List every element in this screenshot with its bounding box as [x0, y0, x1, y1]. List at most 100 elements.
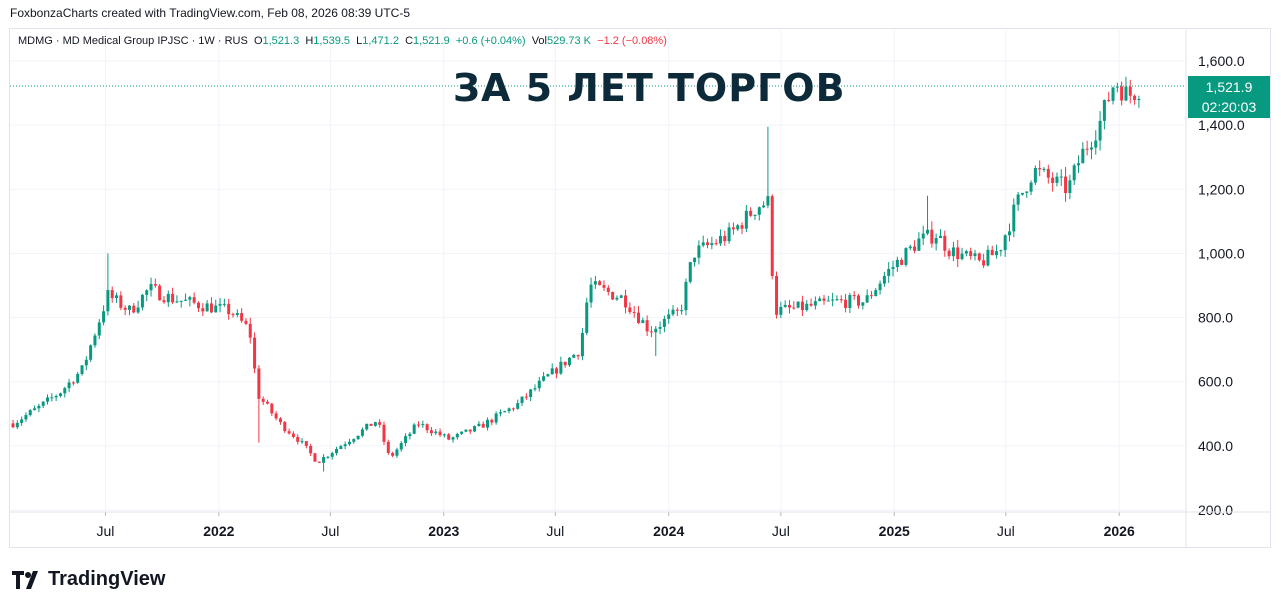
- candle[interactable]: [1064, 167, 1068, 202]
- candle[interactable]: [477, 421, 481, 427]
- candle[interactable]: [796, 301, 800, 309]
- candle[interactable]: [960, 247, 964, 261]
- candle[interactable]: [611, 291, 615, 301]
- candle[interactable]: [455, 432, 459, 440]
- candle[interactable]: [844, 293, 848, 313]
- candle[interactable]: [628, 302, 632, 315]
- candle[interactable]: [270, 402, 274, 417]
- candle[interactable]: [831, 292, 835, 307]
- candle[interactable]: [956, 239, 960, 267]
- candle[interactable]: [602, 280, 606, 291]
- candle[interactable]: [706, 238, 710, 249]
- candle[interactable]: [110, 286, 114, 303]
- candle[interactable]: [818, 296, 822, 302]
- candle[interactable]: [222, 298, 226, 307]
- candle[interactable]: [973, 249, 977, 261]
- candle[interactable]: [904, 247, 908, 267]
- candle[interactable]: [921, 225, 925, 245]
- candle[interactable]: [572, 353, 576, 359]
- candle[interactable]: [882, 271, 886, 287]
- tradingview-logo[interactable]: TradingView: [12, 568, 165, 591]
- candle[interactable]: [740, 222, 744, 235]
- candle[interactable]: [244, 318, 248, 326]
- candle[interactable]: [749, 207, 753, 217]
- candle[interactable]: [80, 365, 84, 376]
- candle[interactable]: [1068, 174, 1072, 200]
- candle[interactable]: [486, 417, 490, 431]
- candle[interactable]: [1042, 167, 1046, 173]
- candle[interactable]: [714, 239, 718, 246]
- candle[interactable]: [839, 295, 843, 303]
- candle[interactable]: [865, 289, 869, 304]
- candle[interactable]: [770, 194, 774, 280]
- candle[interactable]: [1089, 141, 1093, 160]
- candle[interactable]: [891, 260, 895, 277]
- candle[interactable]: [680, 304, 684, 315]
- candle[interactable]: [718, 229, 722, 246]
- candle[interactable]: [995, 244, 999, 259]
- candle[interactable]: [447, 432, 451, 441]
- candle[interactable]: [1133, 94, 1137, 105]
- candle[interactable]: [123, 305, 127, 316]
- candle[interactable]: [140, 293, 144, 311]
- candle[interactable]: [744, 204, 748, 233]
- candle[interactable]: [753, 214, 757, 221]
- candle[interactable]: [524, 393, 528, 400]
- candle[interactable]: [895, 256, 899, 272]
- candle[interactable]: [373, 421, 377, 427]
- candle[interactable]: [900, 257, 904, 266]
- candle[interactable]: [805, 300, 809, 312]
- symbol-legend[interactable]: MDMG · MD Medical Group IPJSC · 1W · RUS…: [18, 35, 667, 47]
- candle[interactable]: [179, 300, 183, 308]
- candle[interactable]: [50, 393, 54, 402]
- candle[interactable]: [404, 433, 408, 447]
- candle[interactable]: [567, 356, 571, 367]
- candle[interactable]: [93, 333, 97, 348]
- candle[interactable]: [930, 221, 934, 248]
- candle[interactable]: [317, 461, 321, 463]
- candle[interactable]: [969, 247, 973, 260]
- candle[interactable]: [227, 298, 231, 320]
- candle[interactable]: [158, 283, 162, 301]
- candle[interactable]: [1033, 165, 1037, 185]
- candle[interactable]: [766, 126, 770, 209]
- candle[interactable]: [296, 434, 300, 445]
- candle[interactable]: [1025, 191, 1029, 198]
- candle[interactable]: [779, 301, 783, 318]
- candle[interactable]: [736, 223, 740, 232]
- candle[interactable]: [209, 297, 213, 314]
- candle[interactable]: [848, 292, 852, 313]
- candle[interactable]: [175, 295, 179, 304]
- candle[interactable]: [1072, 163, 1076, 186]
- candle[interactable]: [498, 409, 502, 417]
- candle[interactable]: [1111, 86, 1115, 105]
- candle[interactable]: [943, 230, 947, 257]
- candle[interactable]: [192, 292, 196, 305]
- candle[interactable]: [550, 363, 554, 375]
- candle[interactable]: [1020, 192, 1024, 196]
- candle[interactable]: [654, 325, 658, 357]
- candle[interactable]: [218, 298, 222, 313]
- candle[interactable]: [913, 240, 917, 254]
- candle[interactable]: [589, 277, 593, 308]
- candle[interactable]: [697, 240, 701, 265]
- candle[interactable]: [278, 417, 282, 425]
- candle[interactable]: [391, 451, 395, 458]
- candle[interactable]: [41, 401, 45, 408]
- candle[interactable]: [529, 388, 533, 402]
- candle[interactable]: [662, 315, 666, 333]
- candle[interactable]: [283, 420, 287, 434]
- candle[interactable]: [852, 291, 856, 300]
- candle[interactable]: [339, 444, 343, 450]
- candle[interactable]: [593, 275, 597, 289]
- candle[interactable]: [688, 261, 692, 284]
- candle[interactable]: [563, 361, 567, 368]
- candle[interactable]: [171, 287, 175, 304]
- candle[interactable]: [11, 419, 15, 429]
- candle[interactable]: [214, 299, 218, 313]
- candle[interactable]: [33, 405, 37, 411]
- candle[interactable]: [438, 428, 442, 438]
- candle[interactable]: [89, 344, 93, 362]
- candle[interactable]: [835, 295, 839, 302]
